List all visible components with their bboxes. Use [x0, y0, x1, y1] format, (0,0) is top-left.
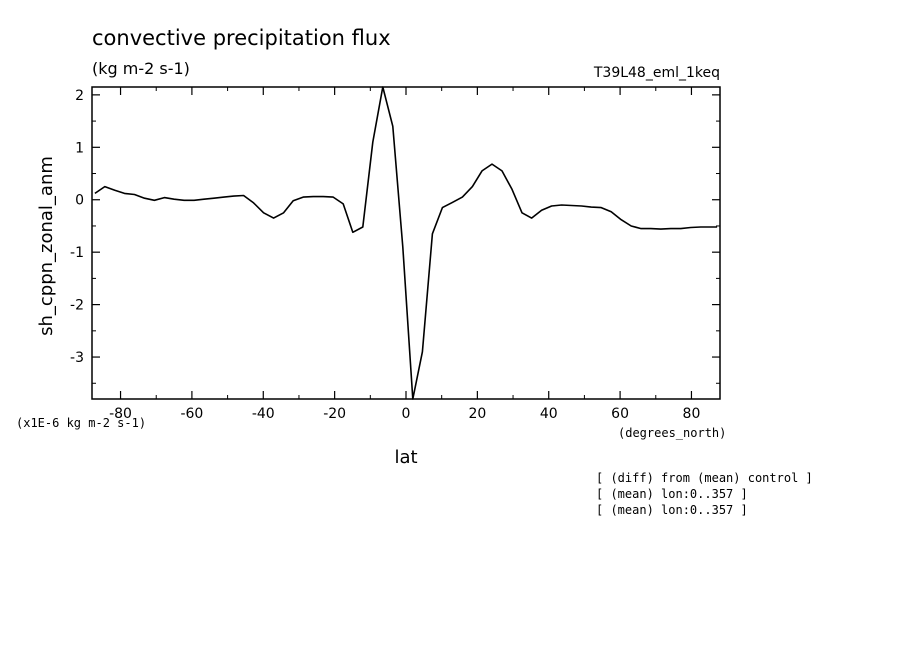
y-axis-ticks: -3 -2 -1 0 1 2: [70, 88, 720, 384]
chart-title: convective precipitation flux: [92, 26, 391, 50]
series-layer: [94, 86, 718, 400]
plot-frame: [91, 86, 721, 400]
chart-units: (kg m-2 s-1): [92, 59, 190, 78]
y-tick-label: -3: [70, 350, 84, 366]
x-tick-label: 0: [402, 406, 411, 422]
x-units-label: (degrees_north): [618, 426, 726, 440]
x-tick-label: -60: [180, 406, 203, 422]
x-tick-label: 20: [468, 406, 486, 422]
x-axis-ticks: -80 -60 -40 -20 0 20 40 60 80: [109, 87, 700, 422]
x-tick-label: 80: [683, 406, 701, 422]
y-tick-label: -1: [70, 245, 84, 261]
x-tick-label: -40: [252, 406, 275, 422]
note-line-3: [ (mean) lon:0..357 ]: [596, 503, 748, 517]
x-tick-label: -20: [323, 406, 346, 422]
experiment-label: T39L48_eml_1keq: [593, 65, 720, 81]
y-tick-label: 0: [75, 193, 84, 209]
x-tick-label: 60: [611, 406, 629, 422]
series-line-0: [94, 86, 718, 400]
y-tick-label: -2: [70, 298, 84, 314]
y-tick-label: 2: [75, 88, 84, 104]
y-tick-label: 1: [75, 140, 84, 156]
note-line-2: [ (mean) lon:0..357 ]: [596, 487, 748, 501]
y-scale-label: (x1E-6 kg m-2 s-1): [16, 416, 146, 430]
y-axis-label: sh_cppn_zonal_anm: [36, 156, 57, 336]
note-line-1: [ (diff) from (mean) control ]: [596, 471, 813, 485]
x-axis-label: lat: [394, 447, 417, 468]
x-tick-label: 40: [540, 406, 558, 422]
x-tick-label: -80: [109, 406, 132, 422]
